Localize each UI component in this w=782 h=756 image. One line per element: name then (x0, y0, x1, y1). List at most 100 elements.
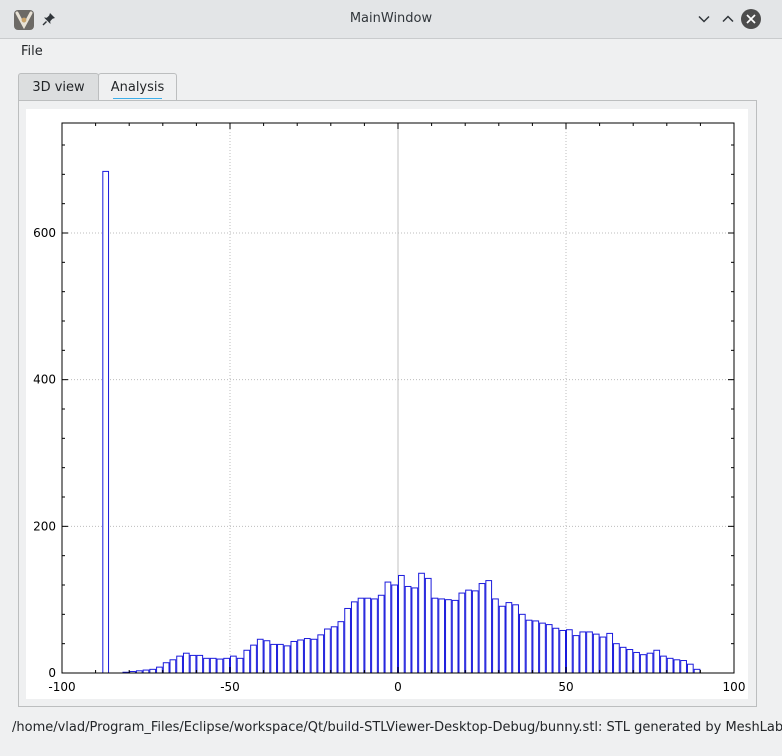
maximize-icon (722, 15, 734, 23)
histogram-bar (646, 652, 654, 674)
histogram-bar (686, 663, 694, 674)
histogram-bar (350, 601, 358, 674)
histogram-bar (223, 657, 230, 674)
histogram-bar (337, 621, 345, 674)
histogram-bar (189, 654, 197, 674)
histogram-bar (512, 604, 519, 674)
histogram-bar (613, 643, 620, 674)
histogram-bar (693, 668, 701, 674)
window-title: MainWindow (349, 11, 433, 26)
histogram-bar (653, 649, 661, 674)
histogram-bar (357, 597, 365, 674)
histogram-bar (162, 662, 170, 674)
histogram-bar (270, 643, 278, 674)
y-tick-label: 600 (33, 226, 56, 240)
axes (61, 122, 735, 674)
histogram-bar (518, 613, 526, 674)
histogram-bar (377, 594, 385, 674)
histogram-bar (424, 577, 432, 674)
histogram-bar (451, 599, 459, 674)
x-tick-label: 50 (558, 680, 573, 694)
histogram-bar (283, 645, 291, 674)
histogram-bar (465, 589, 472, 674)
maximize-button[interactable] (719, 10, 737, 28)
histogram-bar (552, 627, 560, 674)
x-tick-label: 0 (394, 680, 402, 694)
status-text: /home/vlad/Program_Files/Eclipse/workspa… (12, 720, 782, 735)
tick-labels: -100 -50 0 50 100 0 200 400 600 (33, 226, 745, 694)
histogram-bar (498, 605, 506, 674)
x-tick-label: -50 (220, 680, 240, 694)
histogram-bar (256, 638, 264, 674)
histogram-bar (525, 619, 533, 674)
x-tick-label: 100 (723, 680, 746, 694)
close-icon (746, 14, 756, 24)
tab-3d-view-label: 3D view (32, 80, 85, 95)
histogram-bar (485, 580, 493, 674)
histogram-bar (149, 668, 157, 674)
close-button[interactable] (741, 9, 761, 29)
histogram-bar (572, 635, 580, 674)
histogram-bar (404, 585, 412, 674)
histogram-bar (566, 629, 573, 674)
histogram-bar (633, 651, 640, 674)
histogram-bar (619, 646, 627, 674)
histogram-bar (169, 659, 177, 674)
histogram-bar (196, 654, 204, 674)
histogram-bar (263, 640, 271, 674)
histogram-bar (539, 622, 546, 674)
histogram-bar (639, 654, 647, 674)
histogram-bar (559, 629, 567, 674)
histogram-bar (384, 581, 392, 674)
histogram-bar (606, 632, 614, 674)
histogram-bar (303, 638, 311, 674)
histogram-bar (156, 666, 163, 674)
histogram-bar (216, 658, 224, 674)
histogram-bars (102, 170, 701, 674)
histogram-bar (398, 574, 405, 674)
histogram-bar (330, 626, 338, 674)
minimize-icon (698, 15, 710, 23)
app-logo-icon[interactable] (13, 9, 35, 31)
histogram-bar (445, 599, 452, 674)
histogram-bar (277, 643, 284, 674)
histogram-bar (364, 597, 372, 674)
minimize-button[interactable] (695, 10, 713, 28)
tab-3d-view[interactable]: 3D view (18, 73, 99, 100)
histogram-bar (680, 660, 687, 674)
histogram-bar (236, 657, 244, 674)
histogram-bar (411, 587, 419, 674)
histogram-bar (505, 602, 513, 674)
histogram-bar (243, 649, 251, 674)
tab-analysis[interactable]: Analysis (98, 73, 177, 102)
y-tick-label: 0 (48, 666, 56, 680)
histogram-bar (471, 590, 479, 674)
histogram-bar (391, 584, 398, 674)
status-bar: /home/vlad/Program_Files/Eclipse/workspa… (0, 716, 782, 756)
pin-icon[interactable] (42, 12, 56, 26)
histogram-bar (371, 598, 378, 674)
histogram-bar (250, 644, 257, 674)
histogram-bar (317, 634, 325, 674)
x-tick-label: -100 (48, 680, 75, 694)
histogram-bar (532, 620, 540, 674)
histogram-bar (297, 639, 304, 674)
histogram-bar (310, 638, 318, 674)
title-bar: MainWindow (0, 0, 782, 39)
histogram-bar (586, 631, 593, 674)
histogram-bar (592, 633, 600, 674)
histogram-bar (492, 598, 499, 674)
tab-analysis-label: Analysis (110, 80, 165, 95)
histogram-bar (182, 652, 190, 674)
histogram-bar (438, 598, 446, 674)
histogram-bar (418, 572, 425, 674)
histogram-bar (176, 655, 183, 674)
histogram-chart: -100 -50 0 50 100 0 200 400 600 (33, 122, 745, 694)
y-tick-label: 200 (33, 519, 56, 533)
histogram-bar (599, 636, 607, 674)
histogram-bar (666, 657, 674, 674)
menu-file[interactable]: File (21, 44, 43, 59)
histogram-bar (290, 640, 298, 674)
histogram-bar (579, 631, 587, 674)
histogram-bar (324, 628, 331, 674)
